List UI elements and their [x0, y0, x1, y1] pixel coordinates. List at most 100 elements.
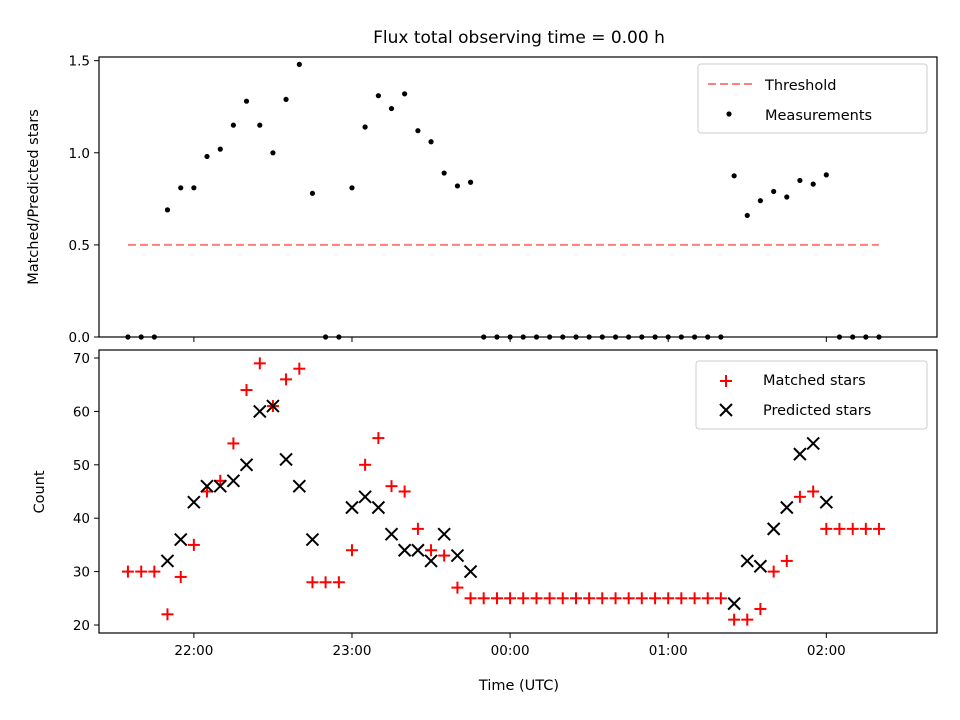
top-panel: 0.0 0.5 1.0 1.5 Matched/Predicted stars Thr…: [26, 54, 938, 346]
predicted-star-point: [437, 527, 451, 541]
legend-matched-swatch: [720, 375, 732, 387]
measurement-point: [217, 146, 223, 152]
predicted-star-point: [371, 500, 386, 515]
xtick-label: 22:00: [174, 643, 213, 659]
matched-star-point: [451, 581, 464, 594]
measurement-point: [204, 153, 210, 160]
matched-star-point: [807, 485, 820, 498]
measurement-point: [744, 212, 750, 219]
predicted-star-point: [740, 554, 754, 568]
predicted-star-point: [450, 548, 465, 563]
matched-star-point: [280, 373, 293, 386]
matched-star-point: [570, 592, 583, 605]
matched-star-point: [148, 565, 161, 578]
top-legend-box: [697, 63, 928, 134]
xtick-label: 02:00: [807, 643, 846, 659]
matched-star-point: [728, 613, 741, 626]
x-axis-label: Time (UTC): [478, 678, 559, 694]
measurement-point: [454, 183, 461, 189]
predicted-star-point: [305, 532, 320, 547]
measurement-point: [309, 190, 316, 196]
matched-star-point: [187, 538, 200, 551]
matched-star-point: [675, 592, 688, 605]
measurement-point: [164, 207, 171, 213]
measurement-point: [823, 172, 829, 178]
measurement-point: [388, 105, 395, 112]
predicted-star-point: [253, 404, 267, 419]
legend-predicted-label: Predicted stars: [763, 403, 871, 419]
measurement-point: [349, 185, 355, 191]
matched-star-point: [767, 565, 780, 578]
matched-star-point: [820, 522, 833, 535]
matched-star-point: [240, 384, 253, 397]
matched-star-point: [517, 592, 530, 605]
matched-star-point: [846, 522, 859, 535]
bottom-plot-marks: [121, 357, 885, 626]
predicted-star-point: [397, 543, 412, 557]
matched-star-point: [662, 592, 675, 605]
predicted-star-point: [411, 543, 425, 557]
bottom-ytick-label: 70: [73, 351, 90, 367]
matched-star-point: [714, 592, 727, 605]
matched-star-point: [754, 602, 767, 615]
measurement-point: [731, 173, 737, 179]
top-ytick-label: 0.5: [69, 238, 90, 254]
matched-star-point: [425, 544, 438, 557]
measurement-point: [296, 61, 302, 67]
measurement-point: [797, 177, 803, 184]
bottom-x-ticks: 22:00 23:00 00:00 01:00 02:00: [174, 633, 846, 659]
matched-star-point: [596, 592, 609, 605]
matched-star-point: [253, 357, 266, 370]
legend-matched-label: Matched stars: [763, 373, 866, 389]
measurement-point: [428, 139, 434, 145]
measurement-point: [178, 185, 184, 191]
measurement-point: [757, 198, 763, 204]
measurement-point: [771, 188, 777, 195]
measurement-point: [810, 181, 816, 187]
measurement-point: [243, 98, 250, 104]
legend-measurements-label: Measurements: [765, 108, 872, 124]
predicted-star-point: [424, 554, 438, 568]
matched-star-point: [872, 522, 885, 535]
measurement-point: [402, 91, 408, 97]
predicted-star-point: [160, 554, 175, 568]
predicted-star-point: [213, 479, 227, 493]
matched-star-point: [345, 544, 358, 557]
matched-star-point: [635, 592, 648, 605]
predicted-star-point: [766, 522, 781, 536]
top-axes-frame: [98, 56, 938, 338]
matched-star-point: [174, 570, 187, 583]
top-y-axis-label: Matched/Predicted stars: [26, 109, 42, 285]
matched-star-point: [688, 592, 701, 605]
legend-predicted-swatch: [719, 403, 733, 417]
top-y-ticks: 0.0 0.5 1.0 1.5: [69, 54, 99, 346]
matched-star-point: [780, 554, 793, 567]
matched-star-point: [398, 485, 411, 498]
measurement-point: [191, 185, 197, 191]
matched-star-point: [833, 522, 846, 535]
predicted-star-point: [753, 559, 768, 573]
matched-star-point: [385, 480, 398, 493]
measurement-point: [270, 150, 276, 156]
bottom-ytick-label: 50: [73, 458, 90, 474]
matched-star-point: [477, 592, 490, 605]
chart-title: Flux total observing time = 0.00 h: [373, 28, 665, 48]
bottom-legend-box: [695, 360, 928, 430]
predicted-star-point: [358, 490, 372, 504]
predicted-star-point: [384, 527, 399, 541]
measurement-point: [441, 170, 447, 176]
measurement-point: [230, 122, 236, 128]
xtick-label: 01:00: [649, 643, 688, 659]
legend-measurements-swatch: [726, 111, 732, 117]
measurement-point: [784, 194, 790, 200]
bottom-ytick-label: 20: [73, 618, 90, 634]
measurement-point: [467, 179, 474, 185]
matched-star-point: [293, 362, 306, 375]
top-x-ticks: [193, 337, 827, 342]
matched-star-point: [135, 565, 148, 578]
matched-star-point: [583, 592, 596, 605]
predicted-star-point: [463, 564, 478, 579]
matched-star-point: [622, 592, 635, 605]
predicted-star-point: [279, 452, 293, 467]
